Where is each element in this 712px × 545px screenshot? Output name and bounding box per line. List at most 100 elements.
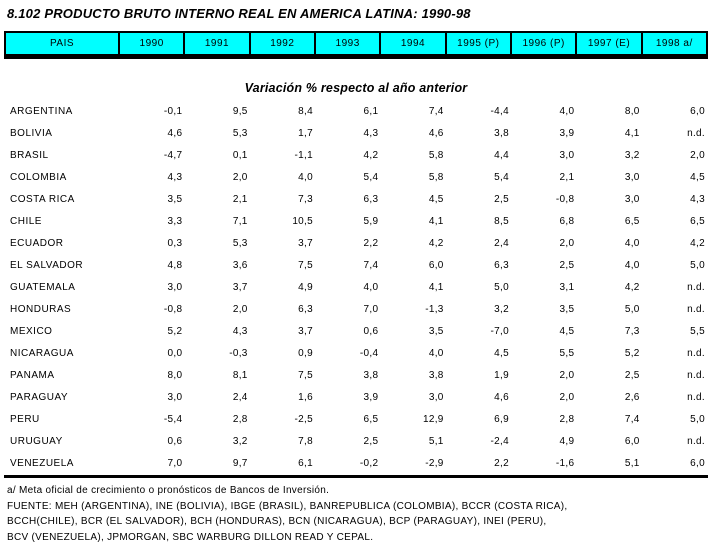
column-header-year: 1992 — [250, 33, 314, 54]
table-row: VENEZUELA 7,0 9,7 6,1 -0,2 -2,9 2,2 -1,6 5,1 6,0 — [6, 453, 706, 475]
table-row: GUATEMALA 3,0 3,7 4,9 4,0 4,1 5,0 3,1 4,2 n.d. — [6, 277, 706, 299]
value-cell: 6,0 — [690, 458, 705, 469]
value-cell: 8,1 — [232, 370, 248, 381]
country-name: CHILE — [10, 216, 42, 227]
column-header-year: 1990 — [120, 33, 184, 54]
country-name: ARGENTINA — [10, 106, 73, 117]
country-name: GUATEMALA — [10, 282, 76, 293]
value-cell: 0,6 — [363, 326, 379, 337]
value-cell: 4,2 — [428, 238, 444, 249]
value-cell: 0,9 — [298, 348, 313, 359]
value-cell: -1,1 — [294, 150, 313, 161]
column-header-year: 1995 (P) — [446, 33, 510, 54]
table-row: PANAMA 8,0 8,1 7,5 3,8 3,8 1,9 2,0 2,5 n.d. — [6, 365, 706, 387]
value-cell: 4,6 — [428, 128, 444, 139]
value-cell: 4,0 — [428, 348, 444, 359]
value-cell: 7,1 — [232, 216, 248, 227]
value-cell: 3,8 — [363, 370, 379, 381]
value-cell: 7,8 — [298, 436, 313, 447]
value-cell: 2,4 — [232, 392, 248, 403]
value-cell: 3,0 — [624, 194, 640, 205]
value-cell: -2,5 — [294, 414, 313, 425]
country-name: PANAMA — [10, 370, 55, 381]
column-header-year: 1994 — [381, 33, 445, 54]
value-cell: 3,7 — [298, 238, 313, 249]
value-cell: 7,4 — [624, 414, 640, 425]
value-cell: 5,0 — [690, 414, 705, 425]
value-cell: 4,8 — [167, 260, 183, 271]
value-cell: 6,0 — [624, 436, 640, 447]
table-row: CHILE 3,3 7,1 10,5 5,9 4,1 8,5 6,8 6,5 6,5 — [6, 211, 706, 233]
value-cell: 2,1 — [559, 172, 575, 183]
column-header-year: 1997 (E) — [577, 33, 641, 54]
page-title: 8.102 PRODUCTO BRUTO INTERNO REAL EN AME… — [7, 6, 471, 21]
value-cell: 2,2 — [494, 458, 509, 469]
value-cell: 4,0 — [363, 282, 379, 293]
value-cell: 6,3 — [363, 194, 379, 205]
footnote-line: BCV (VENEZUELA), JPMORGAN, SBC WARBURG D… — [7, 531, 374, 543]
value-cell: 3,2 — [232, 436, 248, 447]
column-header-year: 1998 a/ — [642, 33, 706, 54]
value-cell: 4,3 — [363, 128, 379, 139]
footnote-line: BCCH(CHILE), BCR (EL SALVADOR), BCH (HON… — [7, 516, 547, 527]
value-cell: n.d. — [687, 370, 705, 381]
value-cell: 0,0 — [167, 348, 183, 359]
value-cell: 0,1 — [232, 150, 248, 161]
value-cell: 3,9 — [363, 392, 379, 403]
value-cell: n.d. — [687, 304, 705, 315]
value-cell: 3,5 — [559, 304, 575, 315]
value-cell: 4,6 — [167, 128, 183, 139]
value-cell: 2,0 — [559, 238, 575, 249]
footnote-line: FUENTE: MEH (ARGENTINA), INE (BOLIVIA), … — [7, 500, 568, 512]
value-cell: 1,6 — [298, 392, 313, 403]
value-cell: 4,3 — [167, 172, 183, 183]
value-cell: 3,7 — [298, 326, 313, 337]
value-cell: 3,0 — [167, 392, 183, 403]
value-cell: 4,5 — [690, 172, 705, 183]
value-cell: n.d. — [687, 392, 705, 403]
table-row: PERU -5,4 2,8 -2,5 6,5 12,9 6,9 2,8 7,4 5,0 — [6, 409, 706, 431]
value-cell: 3,5 — [428, 326, 444, 337]
value-cell: 5,0 — [494, 282, 509, 293]
value-cell: 7,5 — [298, 370, 313, 381]
value-cell: 8,0 — [624, 106, 640, 117]
value-cell: 2,6 — [624, 392, 640, 403]
value-cell: 5,4 — [494, 172, 509, 183]
column-header-year: 1993 — [315, 33, 380, 54]
value-cell: 4,0 — [298, 172, 313, 183]
value-cell: 3,2 — [494, 304, 509, 315]
value-cell: 2,5 — [559, 260, 575, 271]
value-cell: 6,5 — [624, 216, 640, 227]
value-cell: 5,1 — [428, 436, 444, 447]
value-cell: -7,0 — [490, 326, 509, 337]
value-cell: 7,4 — [363, 260, 379, 271]
value-cell: -0,8 — [555, 194, 575, 205]
value-cell: 2,8 — [559, 414, 575, 425]
value-cell: 2,0 — [559, 370, 575, 381]
table-row: COSTA RICA 3,5 2,1 7,3 6,3 4,5 2,5 -0,8 3,0 4,3 — [6, 189, 706, 211]
value-cell: 1,7 — [298, 128, 313, 139]
value-cell: 8,5 — [494, 216, 509, 227]
country-name: COLOMBIA — [10, 172, 67, 183]
value-cell: n.d. — [687, 128, 705, 139]
value-cell: 7,5 — [298, 260, 313, 271]
value-cell: 6,1 — [298, 458, 313, 469]
table-row: EL SALVADOR 4,8 3,6 7,5 7,4 6,0 6,3 2,5 4,0 5,0 — [6, 255, 706, 277]
country-name: ECUADOR — [10, 238, 64, 249]
value-cell: 5,8 — [428, 150, 444, 161]
country-name: PERU — [10, 414, 40, 425]
value-cell: 3,0 — [428, 392, 444, 403]
table-row: URUGUAY 0,6 3,2 7,8 2,5 5,1 -2,4 4,9 6,0 n.d. — [6, 431, 706, 453]
table-row: HONDURAS -0,8 2,0 6,3 7,0 -1,3 3,2 3,5 5,0 n.d. — [6, 299, 706, 321]
table-header: PAIS 1990 1991 1992 1993 1994 1995 (P) 1996 (P)… — [4, 31, 708, 56]
table-row: ECUADOR 0,3 5,3 3,7 2,2 4,2 2,4 2,0 4,0 4,2 — [6, 233, 706, 255]
country-name: VENEZUELA — [10, 458, 74, 469]
value-cell: -0,3 — [229, 348, 248, 359]
value-cell: 5,4 — [363, 172, 379, 183]
country-name: BRASIL — [10, 150, 49, 161]
table-row: BRASIL -4,7 0,1 -1,1 4,2 5,8 4,4 3,0 3,2 2,0 — [6, 145, 706, 167]
value-cell: 7,3 — [298, 194, 313, 205]
value-cell: 5,2 — [624, 348, 640, 359]
value-cell: 6,0 — [690, 106, 705, 117]
value-cell: 2,0 — [232, 304, 248, 315]
